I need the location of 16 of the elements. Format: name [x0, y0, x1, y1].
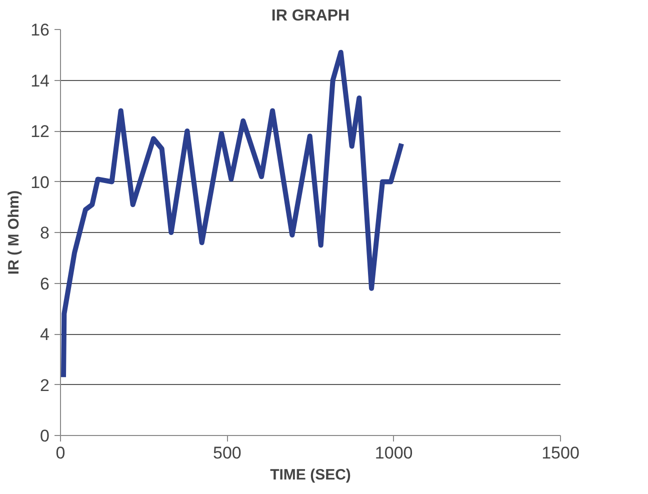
y-tick-label: 6 — [40, 274, 50, 294]
y-tick-label: 8 — [40, 224, 50, 242]
x-tick-label: 500 — [212, 444, 242, 462]
x-tick-label: 0 — [56, 444, 66, 462]
y-axis-title: IR ( M Ohm) — [6, 190, 23, 275]
chart-title: IR GRAPH — [271, 8, 350, 24]
x-tick-label: 1000 — [374, 444, 413, 462]
y-tick-label: 0 — [40, 426, 50, 446]
x-axis-title: TIME (SEC) — [270, 466, 351, 484]
x-tick-label: 1500 — [542, 444, 580, 462]
y-tick-label: 10 — [30, 172, 50, 192]
y-tick-label: 14 — [30, 71, 50, 90]
y-tick-label: 12 — [30, 122, 50, 141]
y-tick-label: 16 — [30, 20, 50, 40]
y-tick-label: 4 — [40, 325, 50, 344]
y-tick-label: 2 — [40, 376, 50, 395]
